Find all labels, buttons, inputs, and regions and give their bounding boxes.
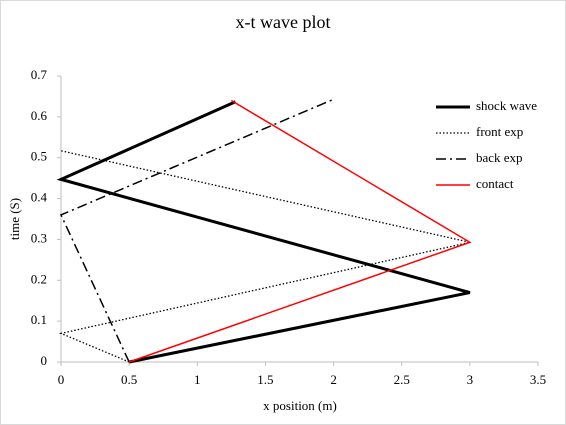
x-tick-label: 3 [467,372,474,387]
series-line [56,100,471,364]
legend-label: contact [476,176,514,191]
legend-label: front exp [476,124,523,139]
y-tick-label: 0 [41,353,48,368]
y-axis-label: time (S) [7,198,22,240]
x-tick-label: 2.5 [394,372,410,387]
x-tick-label: 2 [330,372,337,387]
y-tick-label: 0.2 [31,271,47,286]
legend-label: shock wave [476,98,537,113]
legend-label: back exp [476,150,523,165]
x-tick-label: 3.5 [530,372,546,387]
chart-title: x-t wave plot [236,12,331,32]
y-tick-label: 0.3 [31,230,47,245]
y-tick-label: 0.6 [31,108,48,123]
series-line [59,98,334,363]
y-tick-label: 0.5 [31,149,47,164]
x-axis-label: x position (m) [263,398,337,413]
y-tick-label: 0.7 [31,67,48,82]
x-tick-label: 1.5 [257,372,273,387]
y-tick-label: 0.4 [31,190,48,205]
y-tick-label: 0.1 [31,312,47,327]
x-tick-label: 1 [194,372,201,387]
x-tick-label: 0.5 [121,372,137,387]
series-line [128,99,472,363]
x-tick-label: 0 [58,372,65,387]
